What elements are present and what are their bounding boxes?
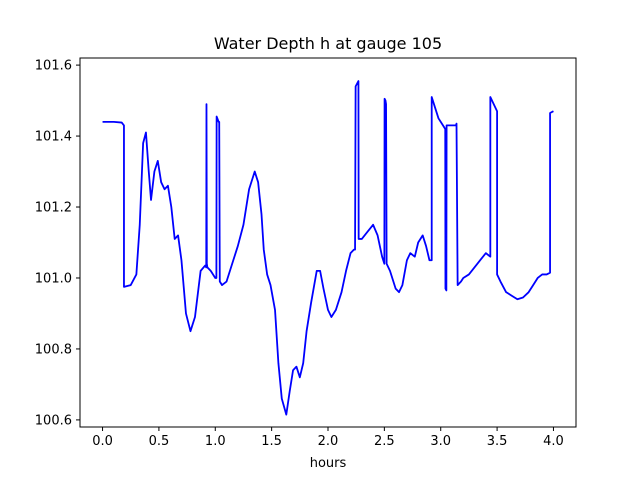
x-tick-label: 0.0 (92, 434, 113, 449)
x-tick-label: 3.5 (487, 434, 508, 449)
x-tick-label: 2.0 (318, 434, 339, 449)
x-tick-label: 3.0 (430, 434, 451, 449)
y-tick-label: 100.8 (35, 342, 72, 357)
plot-frame (79, 57, 577, 428)
chart-title: Water Depth h at gauge 105 (214, 34, 442, 53)
y-tick-label: 101.0 (35, 271, 72, 286)
plot-area (79, 57, 577, 428)
y-tick-label: 101.4 (35, 130, 72, 145)
x-tick-label: 1.5 (261, 434, 282, 449)
y-tick-label: 101.6 (35, 59, 72, 74)
y-tick-label: 100.6 (35, 413, 72, 428)
y-tick-label: 101.2 (35, 201, 72, 216)
x-tick-label: 0.5 (149, 434, 170, 449)
x-tick-label: 1.0 (205, 434, 226, 449)
x-tick-label: 4.0 (543, 434, 564, 449)
x-axis: 0.0 0.5 1.0 1.5 2.0 2.5 3.0 3.5 4.0 (92, 427, 564, 449)
x-axis-label: hours (310, 456, 347, 471)
x-tick-label: 2.5 (374, 434, 395, 449)
series-line-0 (102, 80, 554, 416)
y-axis: 100.6 100.8 101.0 101.2 101.4 101.6 (35, 59, 80, 428)
